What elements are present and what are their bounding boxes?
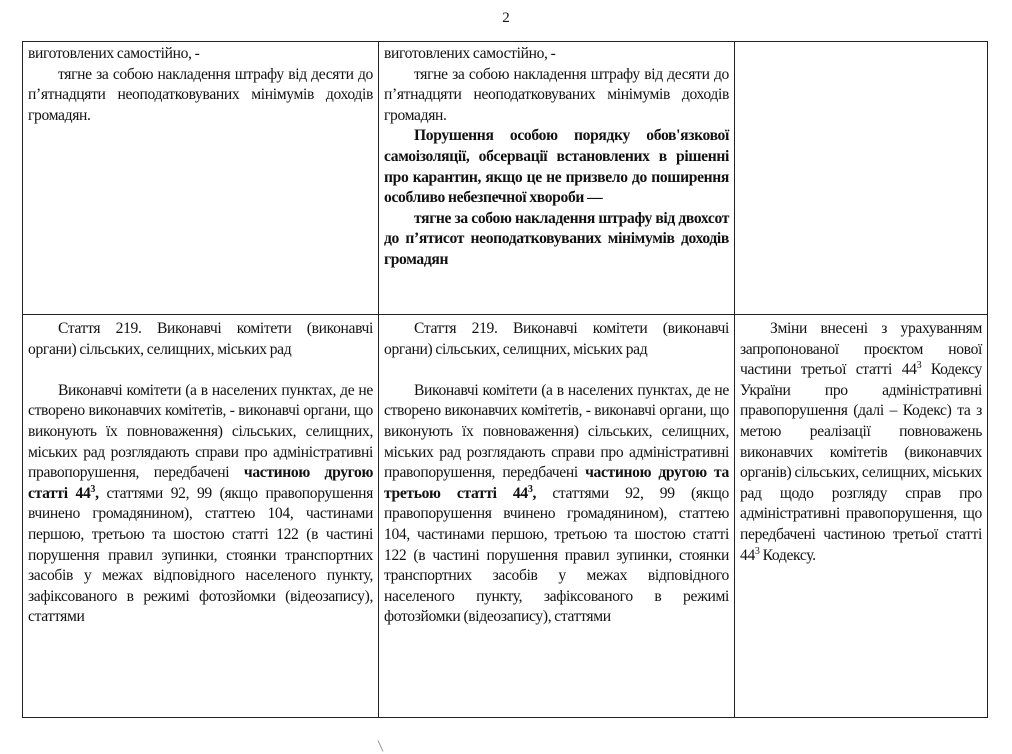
table-cell-proposed-law: Стаття 219. Виконавчі комітети (виконавч… xyxy=(378,314,735,718)
article-heading: Стаття 219. Виконавчі комітети (виконавч… xyxy=(28,320,373,358)
text: статтями 92, 99 (якщо правопорушення вчи… xyxy=(28,484,373,626)
bold-text: частиною другою статті 443, xyxy=(28,464,373,502)
table-cell-current-law: виготовлених самостійно, - тягне за собо… xyxy=(22,41,379,315)
paragraph-bold: Порушення особою порядку обов'язкової са… xyxy=(384,126,729,208)
text: , xyxy=(532,484,537,502)
table-cell-comment: Зміни внесені з урахуванням запропонован… xyxy=(734,314,988,718)
scan-mark xyxy=(377,740,384,752)
text: Зміни внесені з урахуванням запропонован… xyxy=(740,320,982,379)
table-cell-proposed-law: виготовлених самостійно, - тягне за собо… xyxy=(378,41,735,315)
superscript: 3 xyxy=(90,483,96,495)
table-row: Стаття 219. Виконавчі комітети (виконавч… xyxy=(22,314,988,718)
table-cell-comment xyxy=(734,41,988,315)
bold-text: тягне за собою накладення штрафу від дво… xyxy=(384,209,729,268)
paragraph: Зміни внесені з урахуванням запропонован… xyxy=(740,319,982,566)
table-cell-current-law: Стаття 219. Виконавчі комітети (виконавч… xyxy=(22,314,379,718)
bold-text: Порушення особою порядку обов'язкової са… xyxy=(384,127,729,207)
superscript: 3 xyxy=(754,545,760,557)
text: статтями 92, 99 (якщо правопорушення вчи… xyxy=(384,484,729,626)
paragraph-bold: тягне за собою накладення штрафу від дво… xyxy=(384,209,729,271)
text: Виконавчі комітети (а в населених пункта… xyxy=(384,381,729,482)
comparison-table: виготовлених самостійно, - тягне за собо… xyxy=(22,41,988,718)
text: Кодексу. xyxy=(759,546,816,564)
text: частиною другою статті 44 xyxy=(28,464,374,502)
table-row: виготовлених самостійно, - тягне за собо… xyxy=(22,41,988,315)
paragraph: Виконавчі комітети (а в населених пункта… xyxy=(28,381,373,628)
paragraph: тягне за собою накладення штрафу від дес… xyxy=(384,65,729,124)
paragraph: виготовлених самостійно, - xyxy=(384,45,556,62)
text: , xyxy=(95,484,99,502)
paragraph: Виконавчі комітети (а в населених пункта… xyxy=(384,381,729,628)
bold-text: частиною другою та третьою статті 443, xyxy=(384,464,729,502)
superscript: 3 xyxy=(916,360,922,371)
article-heading: Стаття 219. Виконавчі комітети (виконавч… xyxy=(384,320,729,358)
text: частиною другою та третьою статті 44 xyxy=(384,464,729,502)
page-number: 2 xyxy=(502,10,510,26)
paragraph: тягне за собою накладення штрафу від дес… xyxy=(28,65,373,124)
text: Кодексу України про адміністративні прав… xyxy=(740,361,982,564)
text: Виконавчі комітети (а в населених пункта… xyxy=(28,381,373,482)
paragraph: виготовлених самостійно, - xyxy=(28,45,200,62)
superscript: 3 xyxy=(527,483,533,495)
